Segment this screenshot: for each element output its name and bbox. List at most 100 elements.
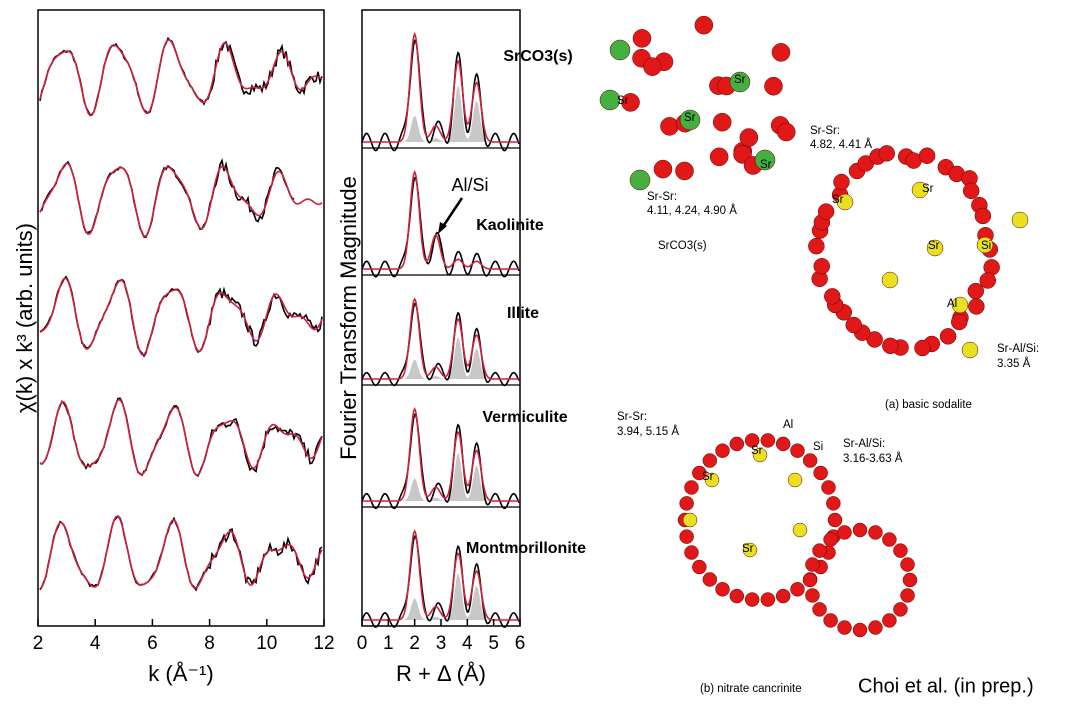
atom (814, 258, 830, 274)
atom (680, 530, 694, 544)
atom (901, 558, 915, 572)
atom-label: Sr (832, 194, 844, 206)
atom (715, 444, 729, 458)
atom (962, 342, 978, 358)
x-tick-label: 6 (515, 633, 526, 654)
page: {"chart_data":[ {"type":"line","ylabel":… (0, 0, 1078, 707)
atom (903, 573, 917, 587)
distance-label: Sr-Sr: (647, 191, 677, 203)
spectrum-curve (40, 516, 322, 590)
atom-label: Sr (928, 240, 940, 252)
distance-value: 3.16-3.63 Å (843, 452, 903, 465)
x-tick-label: 2 (33, 633, 44, 654)
y-axis-label: Fourier Transform Magnitude (336, 176, 361, 460)
atom (630, 170, 650, 190)
x-tick-label: 8 (204, 633, 215, 654)
sample-label: Kaolinite (476, 217, 544, 234)
fit-shell (370, 573, 515, 620)
atom (633, 29, 651, 47)
atom-label: Si (981, 240, 991, 252)
atom (791, 582, 805, 596)
atom (882, 613, 896, 627)
sample-label: SrCO3(s) (503, 48, 572, 65)
atom (808, 238, 824, 254)
atom (713, 113, 731, 131)
distance-value: 4.11, 4.24, 4.90 Å (647, 204, 737, 217)
x-tick-label: 6 (147, 633, 158, 654)
spectrum-curve (40, 516, 322, 588)
atom (813, 602, 827, 616)
atom-label: Sr (734, 74, 746, 86)
atom (919, 148, 935, 164)
atom (730, 589, 744, 603)
sample-label: Illite (507, 305, 539, 322)
atom (764, 77, 782, 95)
atom (790, 444, 804, 458)
atom (643, 58, 661, 76)
caption: SrCO3(s) (658, 240, 707, 252)
atom (914, 340, 930, 356)
atom (893, 544, 907, 558)
atom (853, 523, 867, 537)
atom (838, 621, 852, 635)
caption: (b) nitrate cancrinite (700, 683, 802, 695)
x-tick-label: 1 (383, 633, 394, 654)
y-axis-label: χ(k) x k³ (arb. units) (12, 223, 37, 413)
atom-label: Sr (702, 471, 714, 483)
x-tick-label: 10 (256, 633, 277, 654)
atom (879, 145, 895, 161)
arrow (442, 198, 462, 228)
atom (824, 288, 840, 304)
atom (772, 43, 790, 61)
x-tick-label: 3 (436, 633, 447, 654)
figure: χ(k) x k³ (arb. units) k (Å⁻¹) Fourier T… (0, 0, 1078, 707)
atom (853, 623, 867, 637)
atom-label: Sr (742, 543, 754, 555)
atom-label: Si (813, 441, 823, 453)
atom (683, 513, 697, 527)
atom (868, 525, 882, 539)
atom (968, 283, 984, 299)
atom-label: Sr (617, 95, 629, 107)
x-axis-label: k (Å⁻¹) (148, 661, 213, 686)
x-tick-label: 0 (357, 633, 368, 654)
atom (838, 525, 852, 539)
atom (777, 123, 795, 141)
atom (761, 433, 775, 447)
atom (868, 621, 882, 635)
atom (703, 572, 717, 586)
atom (793, 523, 807, 537)
x-axis-label: R + Δ (Å) (396, 661, 486, 686)
spectrum-curve (40, 38, 322, 115)
atom (740, 129, 758, 147)
x-tick-label: 12 (313, 633, 334, 654)
atom (710, 148, 728, 166)
atom (1012, 212, 1028, 228)
x-tick-label: 2 (409, 633, 420, 654)
atom-label: Sr (760, 159, 772, 171)
distance-label: Sr-Sr: (617, 411, 647, 423)
left-frame (38, 10, 324, 626)
atom (805, 558, 819, 572)
atom (882, 338, 898, 354)
atom-label: Sr (922, 183, 934, 195)
middle-frame (362, 10, 520, 626)
atom (893, 602, 907, 616)
atom (963, 183, 979, 199)
atom (703, 454, 717, 468)
atom-label: Sr (684, 112, 696, 124)
atom-label: Sr (751, 445, 763, 457)
atom (828, 513, 842, 527)
atom-label: Al (947, 298, 957, 310)
atom (745, 593, 759, 607)
atom (833, 174, 849, 190)
atom (940, 328, 956, 344)
atom (824, 613, 838, 627)
atom (813, 544, 827, 558)
distance-label: Sr-Al/Si: (997, 343, 1039, 355)
atom (676, 162, 694, 180)
fit-shell (370, 337, 515, 379)
distance-value: 3.94, 5.15 Å (617, 425, 679, 438)
x-tick-label: 4 (462, 633, 473, 654)
spectrum-curve (40, 164, 322, 237)
